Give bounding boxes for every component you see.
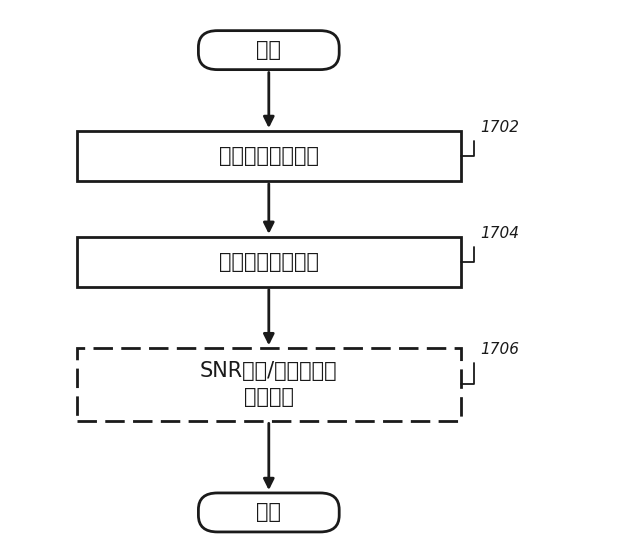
Text: 背景レベルを調整: 背景レベルを調整: [219, 252, 319, 272]
Text: 1704: 1704: [480, 226, 519, 241]
FancyBboxPatch shape: [198, 31, 339, 70]
Bar: [77, 237, 461, 287]
Bar: [77, 131, 461, 181]
Bar: [77, 348, 461, 421]
Text: 開始: 開始: [256, 40, 282, 60]
Text: 1702: 1702: [480, 120, 519, 135]
Text: 背景レベルを推定: 背景レベルを推定: [219, 146, 319, 166]
Text: 終了: 終了: [256, 502, 282, 522]
Text: SNR推定/周波数帯域: SNR推定/周波数帯域: [200, 361, 338, 382]
Text: 閾値推定: 閾値推定: [244, 387, 294, 407]
Text: 1706: 1706: [480, 342, 519, 357]
FancyBboxPatch shape: [198, 493, 339, 532]
